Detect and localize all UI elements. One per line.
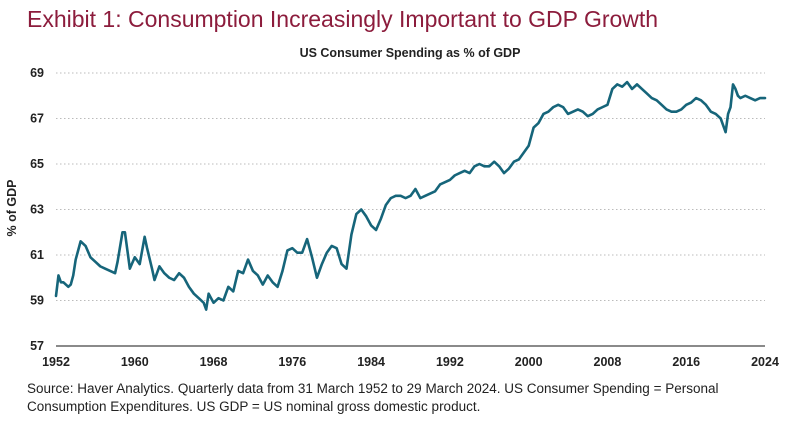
x-tick-label: 2008 <box>594 355 622 369</box>
y-tick-label: 69 <box>30 66 44 80</box>
y-tick-label: 59 <box>30 294 44 308</box>
x-tick-label: 1992 <box>436 355 464 369</box>
x-tick-label: 2000 <box>515 355 543 369</box>
y-tick-label: 67 <box>30 112 44 126</box>
source-note: Source: Haver Analytics. Quarterly data … <box>27 381 719 414</box>
x-tick-label: 1960 <box>121 355 149 369</box>
y-tick-label: 61 <box>30 248 44 262</box>
x-tick-label: 2024 <box>751 355 779 369</box>
y-tick-label: 63 <box>30 203 44 217</box>
x-tick-label: 1984 <box>357 355 385 369</box>
x-tick-label: 2016 <box>672 355 700 369</box>
y-axis-ticks: 57 59 61 63 65 67 69 <box>30 66 44 353</box>
y-tick-label: 57 <box>30 339 44 353</box>
x-tick-label: 1976 <box>278 355 306 369</box>
x-tick-label: 1952 <box>42 355 70 369</box>
chart-title: US Consumer Spending as % of GDP <box>300 46 521 60</box>
y-tick-label: 65 <box>30 157 44 171</box>
series-line <box>54 80 767 311</box>
grid <box>56 72 765 347</box>
x-axis-ticks: 1952 1960 1968 1976 1984 1992 2000 2008 2016 2024 <box>42 355 779 369</box>
y-axis-label: % of GDP <box>5 180 19 237</box>
x-tick-label: 1968 <box>200 355 228 369</box>
exhibit-title: Exhibit 1: Consumption Increasingly Impo… <box>27 6 659 32</box>
